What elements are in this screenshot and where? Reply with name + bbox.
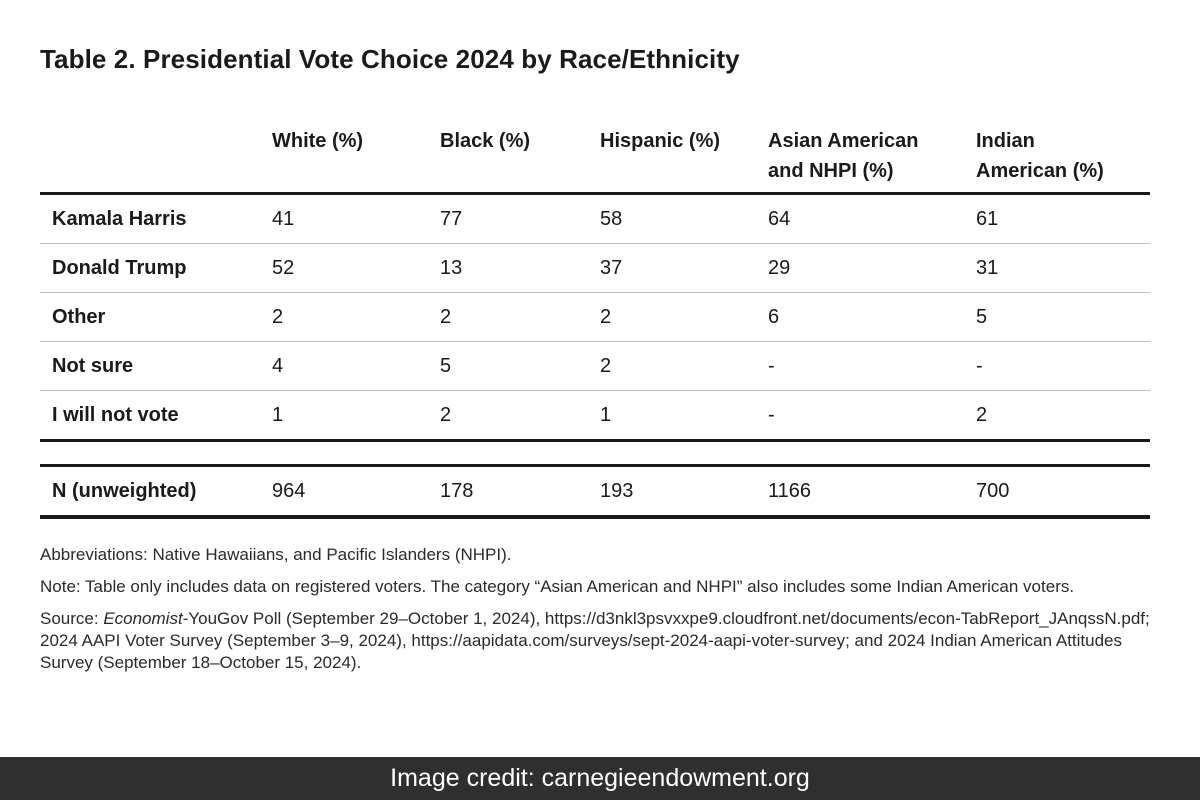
abbreviations-note: Abbreviations: Native Hawaiians, and Pac… [40,545,512,564]
table-cell: - [768,390,976,442]
table-row: Other 2 2 2 6 5 [40,292,1150,342]
spacer-cell [40,440,1150,467]
source-text: -YouGov Poll (September 29–October 1, 20… [40,609,1150,672]
table-cell: 29 [768,243,976,293]
table-row: Kamala Harris 41 77 58 64 61 [40,193,1150,244]
source-prefix: Source: [40,609,104,628]
row-label: Donald Trump [40,243,272,293]
table-title: Table 2. Presidential Vote Choice 2024 b… [40,44,740,74]
table-cell: 2 [600,341,768,391]
table-cell: 52 [272,243,440,293]
table-cell: 2 [440,292,600,342]
table-cell: 700 [976,465,1150,519]
table-row: Not sure 4 5 2 - - [40,341,1150,391]
table-cell: 13 [440,243,600,293]
source-italic: Economist [103,609,183,628]
image-credit-bar: Image credit: carnegieendowment.org [0,757,1200,800]
vote-choice-table: White (%) Black (%) Hispanic (%) Asian A… [40,124,1150,519]
table-cell: 37 [600,243,768,293]
table-cell: 178 [440,465,600,519]
row-label: Not sure [40,341,272,391]
source-note: Source: Economist-YouGov Poll (September… [40,608,1160,674]
table-cell: 1 [272,390,440,442]
table-cell: 2 [976,390,1150,442]
table-row: I will not vote 1 2 1 - 2 [40,390,1150,442]
table-spacer-row [40,440,1150,467]
table-cell: 2 [272,292,440,342]
table-cell: 4 [272,341,440,391]
table-cell: 77 [440,193,600,244]
table-cell: 2 [600,292,768,342]
table-cell: 58 [600,193,768,244]
table-notes: Abbreviations: Native Hawaiians, and Pac… [40,544,1160,684]
table-cell: 964 [272,465,440,519]
table-cell: 1166 [768,465,976,519]
table-cell: 61 [976,193,1150,244]
row-label: Kamala Harris [40,193,272,244]
table-cell: - [976,341,1150,391]
table-cell: 2 [440,390,600,442]
table-row: Donald Trump 52 13 37 29 31 [40,243,1150,293]
column-header-asian-american-nhpi: Asian American and NHPI (%) [768,124,976,195]
table-cell: 5 [976,292,1150,342]
table-total-row: N (unweighted) 964 178 193 1166 700 [40,465,1150,519]
registered-voters-note: Note: Table only includes data on regist… [40,577,1075,596]
header-empty-cell [40,124,272,195]
column-header-white: White (%) [272,124,440,195]
table-header-row: White (%) Black (%) Hispanic (%) Asian A… [40,124,1150,195]
table-cell: 1 [600,390,768,442]
row-label: N (unweighted) [40,465,272,519]
table-cell: 41 [272,193,440,244]
row-label: Other [40,292,272,342]
column-header-indian-american: Indian American (%) [976,124,1150,195]
table-cell: 5 [440,341,600,391]
column-header-black: Black (%) [440,124,600,195]
table-cell: 64 [768,193,976,244]
table-cell: 6 [768,292,976,342]
row-label: I will not vote [40,390,272,442]
table-cell: - [768,341,976,391]
table-cell: 31 [976,243,1150,293]
table-cell: 193 [600,465,768,519]
column-header-hispanic: Hispanic (%) [600,124,768,195]
